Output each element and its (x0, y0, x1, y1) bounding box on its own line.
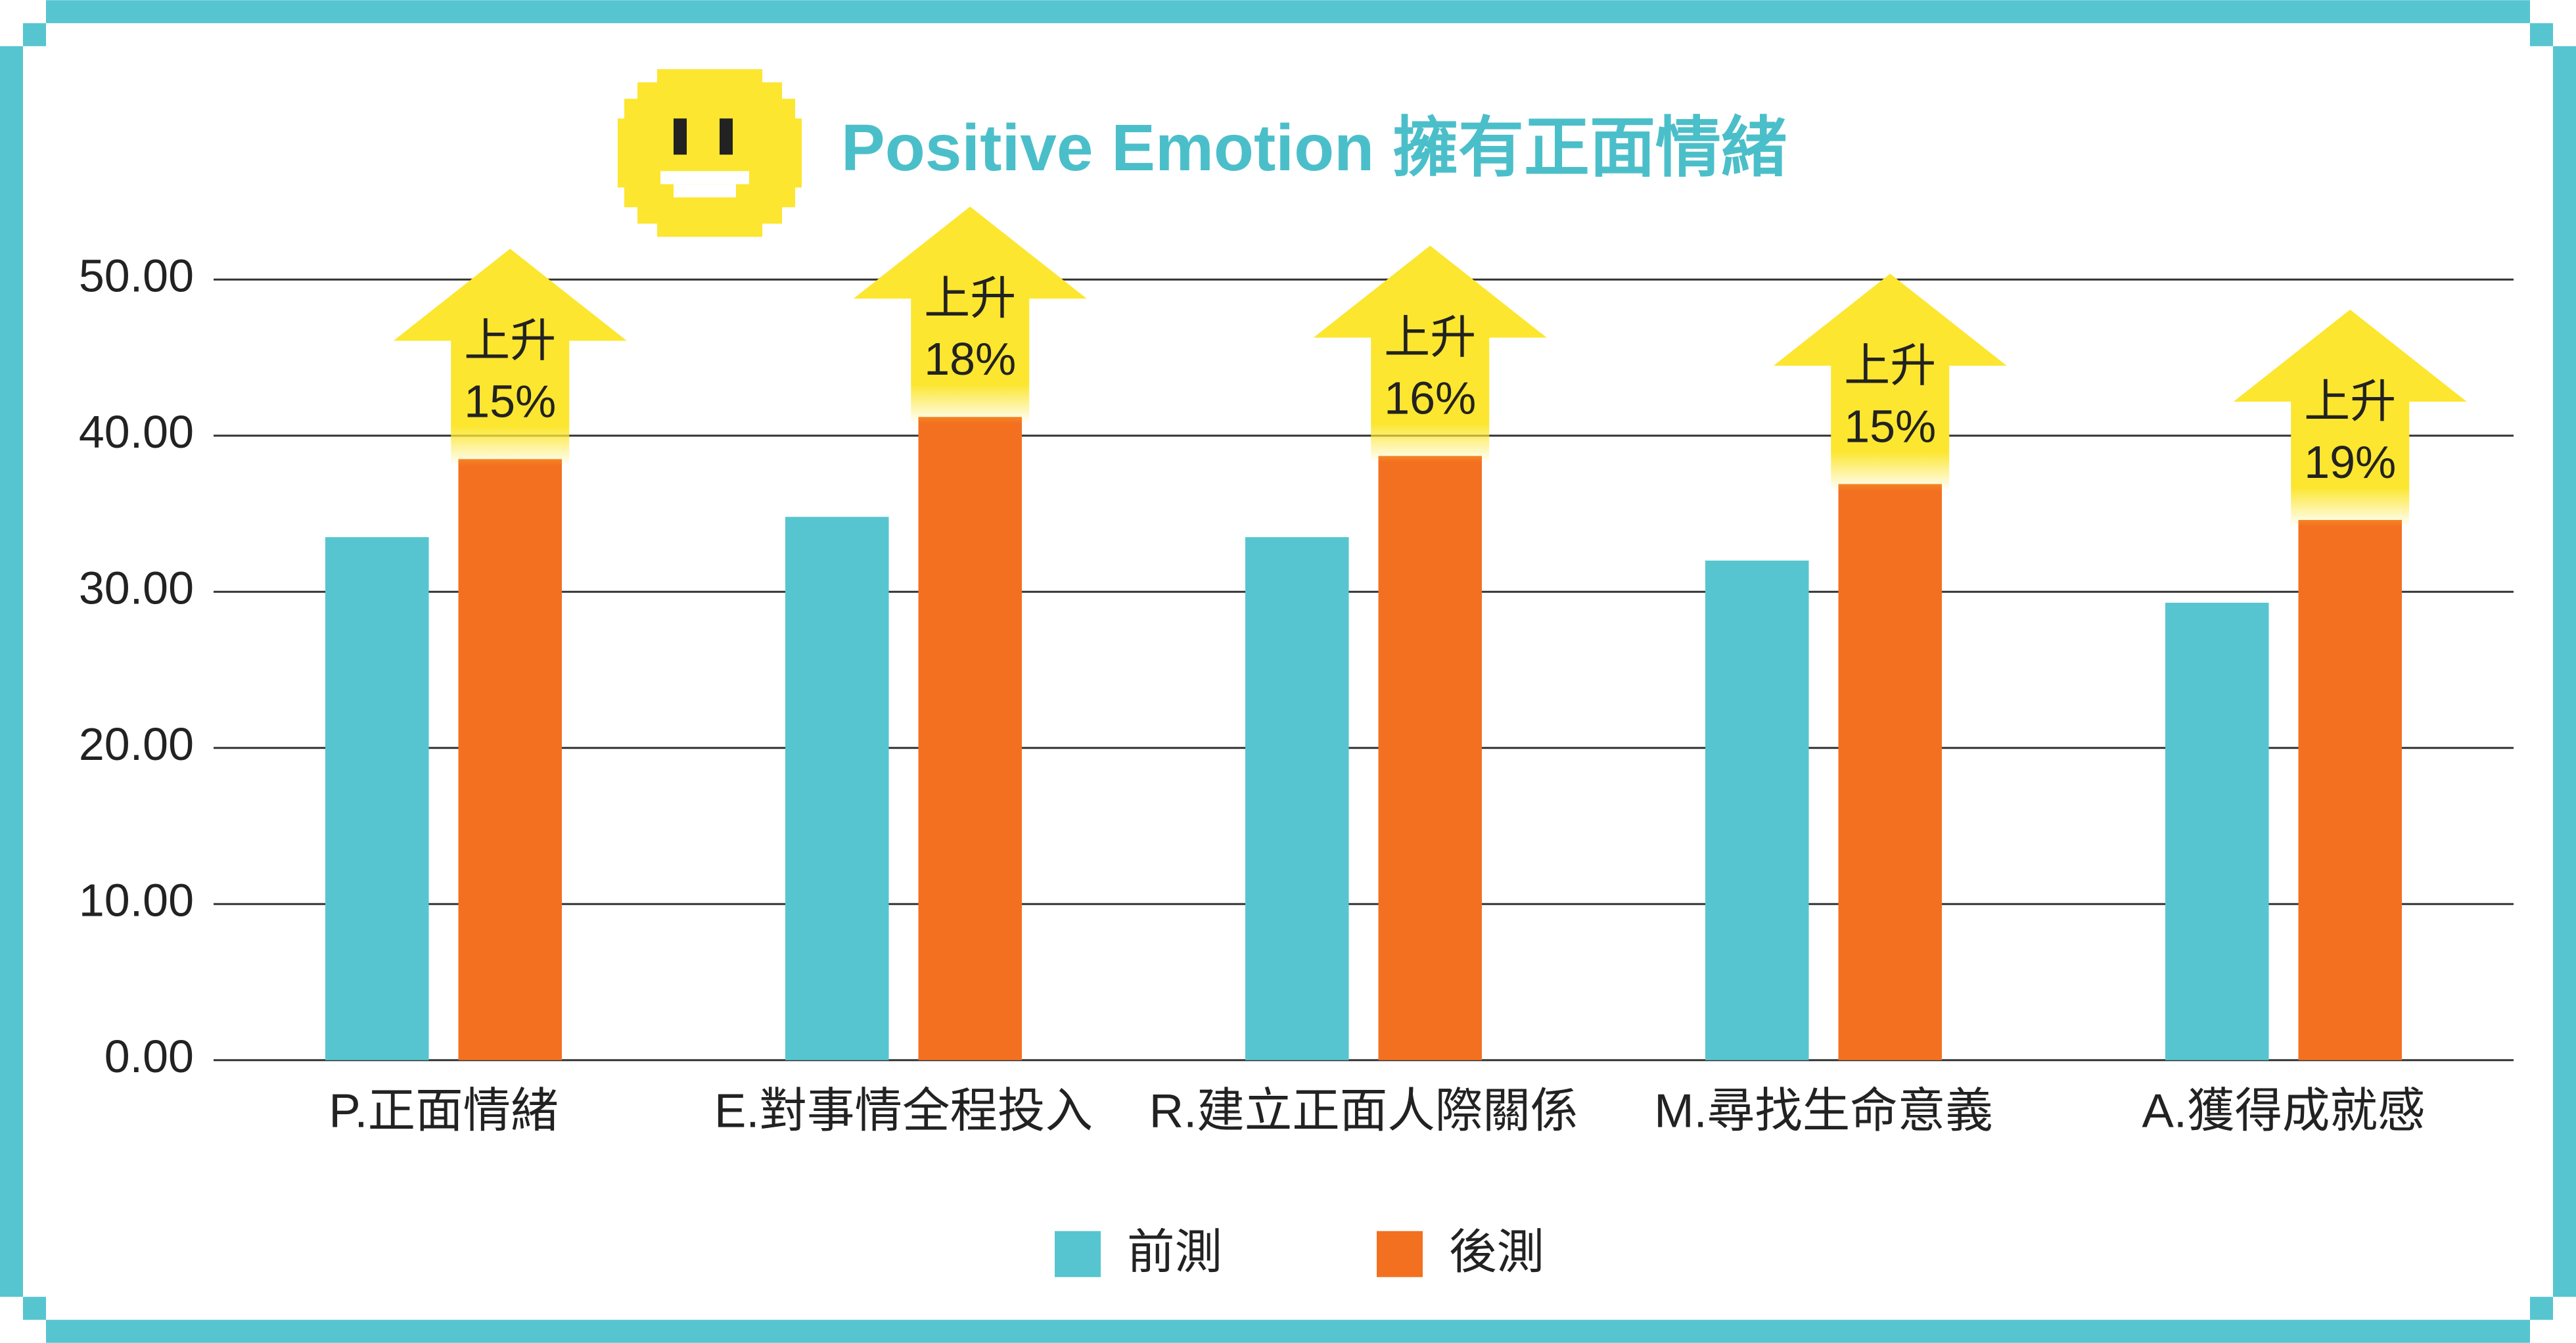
y-tick-label: 20.00 (79, 719, 194, 770)
arrow-stem (911, 292, 1030, 424)
annotation-label: 上升 (924, 273, 1016, 324)
arrow-head (2233, 310, 2467, 402)
arrow-stem (1371, 331, 1490, 463)
x-tick-label: P.正面情緒 (329, 1084, 558, 1137)
arrow-head (853, 206, 1087, 299)
x-tick-label: A.獲得成就感 (2142, 1084, 2426, 1137)
y-tick-label: 40.00 (79, 406, 194, 458)
arrow-stem (2291, 395, 2410, 527)
annotation-label: 上升 (1384, 312, 1476, 363)
arrow-stem (451, 334, 570, 466)
x-tick-label: E.對事情全程投入 (714, 1084, 1093, 1137)
bar (1705, 560, 1809, 1060)
annotation-label: 上升 (2304, 375, 2396, 427)
legend-swatch (1377, 1231, 1423, 1277)
bar (918, 417, 1022, 1060)
arrow-head (1773, 273, 2007, 366)
x-tick-label: R.建立正面人際關係 (1149, 1084, 1578, 1137)
arrow-head (393, 248, 627, 341)
annotation-change: 19% (2304, 436, 2396, 488)
legend-label: 後測 (1449, 1225, 1544, 1279)
bar (785, 517, 889, 1060)
legend-swatch (1055, 1231, 1101, 1277)
x-tick-label: M.尋找生命意義 (1654, 1084, 1993, 1137)
y-tick-label: 0.00 (104, 1031, 194, 1082)
y-tick-label: 30.00 (79, 563, 194, 614)
annotation-change: 15% (464, 375, 556, 427)
annotation-label: 上升 (464, 315, 556, 366)
bar (325, 537, 429, 1060)
bar (2298, 520, 2402, 1060)
annotation-change: 18% (924, 333, 1016, 385)
chart-title: Positive Emotion 擁有正面情緒 (841, 111, 1787, 185)
bar (1838, 484, 1942, 1060)
arrow-head (1313, 245, 1547, 338)
bar (1378, 456, 1482, 1060)
arrow-stem (1831, 359, 1950, 491)
annotation-label: 上升 (1844, 340, 1936, 391)
smiley-icon (618, 69, 802, 237)
y-tick-label: 10.00 (79, 875, 194, 926)
bar (2165, 602, 2269, 1060)
legend-label: 前測 (1127, 1225, 1222, 1279)
y-tick-label: 50.00 (79, 250, 194, 302)
bar (458, 459, 562, 1060)
bar (1245, 537, 1349, 1060)
annotation-change: 15% (1844, 400, 1936, 452)
annotation-change: 16% (1384, 373, 1476, 424)
